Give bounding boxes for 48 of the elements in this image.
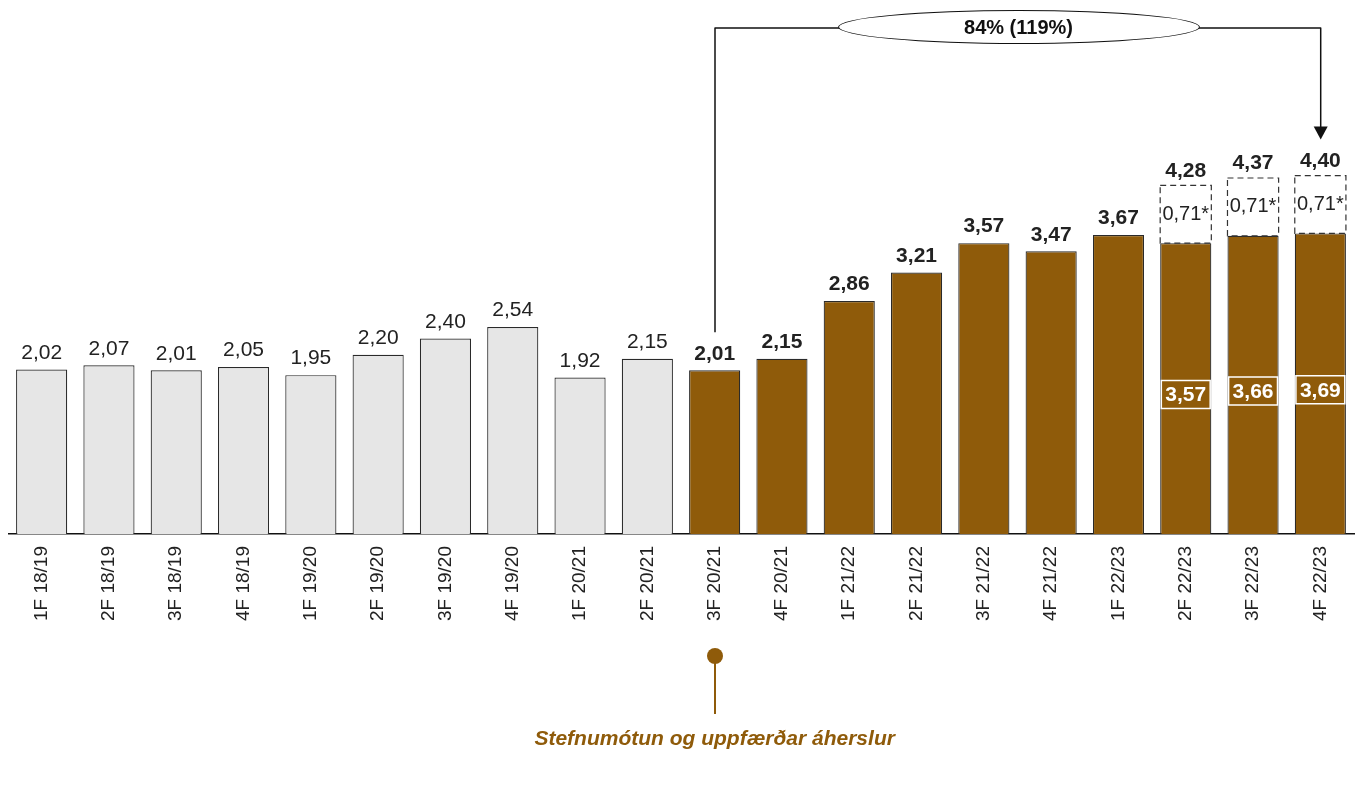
x-tick-label: 4F 22/23 bbox=[1308, 546, 1330, 621]
x-tick-label: 1F 21/22 bbox=[837, 546, 859, 621]
data-label: 0,71* bbox=[1162, 201, 1210, 224]
data-label: 3,69 bbox=[1299, 377, 1341, 401]
x-tick-label: 4F 18/19 bbox=[231, 546, 253, 621]
data-label: 2,01 bbox=[694, 340, 736, 364]
x-tick-label: 3F 19/20 bbox=[433, 546, 455, 621]
x-tick-label: 2F 19/20 bbox=[366, 546, 388, 621]
data-label: 0,71* bbox=[1229, 194, 1277, 217]
data-label: 2,07 bbox=[88, 335, 130, 359]
data-label: 1,95 bbox=[290, 345, 332, 369]
x-tick-label: 4F 20/21 bbox=[770, 546, 792, 621]
x-tick-label: 3F 18/19 bbox=[164, 546, 186, 621]
data-label: 2,01 bbox=[155, 340, 197, 364]
text: 84% (119%) bbox=[964, 15, 1073, 39]
data-label: 3,66 bbox=[1232, 378, 1274, 402]
data-label: 3,21 bbox=[896, 242, 938, 266]
x-tick-label: 3F 22/23 bbox=[1241, 546, 1263, 621]
data-label: 3,57 bbox=[963, 213, 1005, 237]
data-label: 2,15 bbox=[626, 329, 668, 353]
x-tick-label: 3F 20/21 bbox=[702, 546, 724, 621]
data-label: 2,40 bbox=[425, 308, 466, 332]
data-label: 2,05 bbox=[223, 337, 264, 361]
x-tick-label: 2F 22/23 bbox=[1173, 546, 1195, 621]
total-label: 4,40 bbox=[1299, 147, 1341, 171]
x-tick-label: 1F 18/19 bbox=[29, 546, 51, 621]
x-tick-label: 1F 19/20 bbox=[299, 546, 321, 621]
data-label: 3,67 bbox=[1098, 205, 1139, 229]
x-tick-label: 2F 21/22 bbox=[904, 546, 926, 621]
data-label: 2,86 bbox=[828, 271, 870, 295]
data-label: 2,02 bbox=[21, 339, 63, 363]
x-tick-label: 3F 21/22 bbox=[972, 546, 994, 621]
x-tick-label: 2F 18/19 bbox=[97, 546, 119, 621]
x-tick-label: 1F 20/21 bbox=[568, 546, 590, 621]
data-label: 2,15 bbox=[761, 329, 803, 353]
x-tick-label: 2F 20/21 bbox=[635, 546, 657, 621]
total-label: 4,37 bbox=[1232, 150, 1274, 174]
data-label: 0,71* bbox=[1296, 191, 1344, 214]
x-tick-label: 4F 19/20 bbox=[500, 546, 522, 621]
data-label: 3,57 bbox=[1165, 382, 1207, 406]
text: Stefnumótun og uppfærðar áherslur bbox=[534, 726, 895, 749]
data-label: 3,47 bbox=[1030, 221, 1072, 245]
data-label: 2,20 bbox=[357, 325, 399, 349]
x-tick-label: 1F 22/23 bbox=[1106, 546, 1128, 621]
x-tick-label: 4F 21/22 bbox=[1039, 546, 1061, 621]
data-label: 2,54 bbox=[492, 297, 534, 321]
data-label: 1,92 bbox=[559, 347, 601, 371]
total-label: 4,28 bbox=[1165, 157, 1207, 181]
